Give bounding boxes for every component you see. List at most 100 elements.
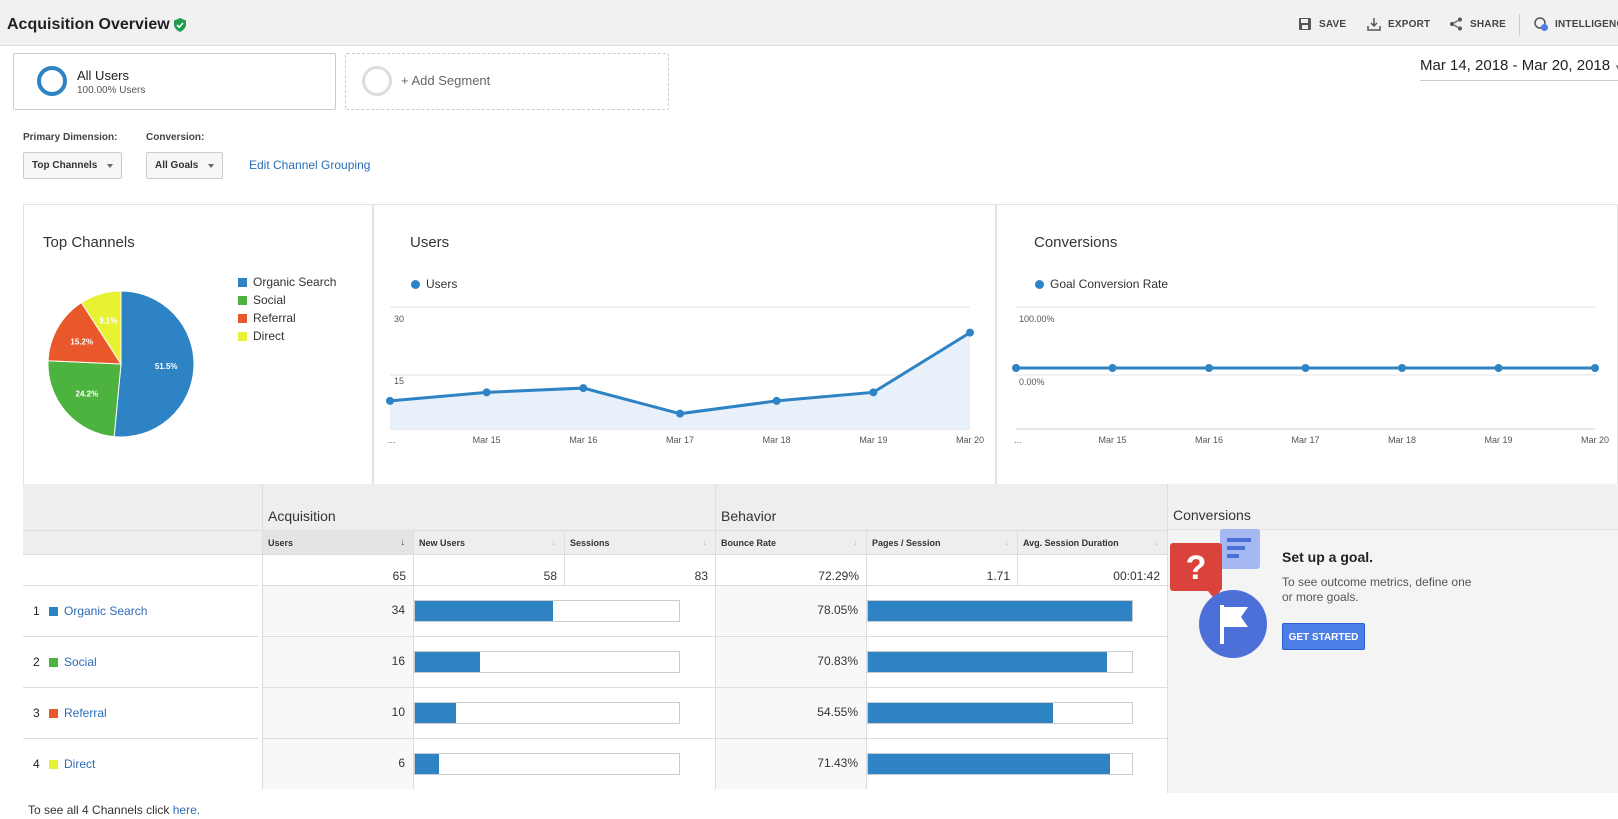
data-point [1301, 364, 1310, 372]
users-cell: 10 [262, 687, 413, 738]
legend-label: Goal Conversion Rate [1050, 277, 1169, 291]
col-sessions[interactable]: Sessions ↓ [564, 530, 715, 554]
pie-slice-label: 24.2% [76, 390, 99, 399]
users-cell: 34 [262, 585, 413, 636]
col-label: Pages / Session [872, 538, 941, 548]
share-label: SHARE [1470, 18, 1507, 30]
data-point [1012, 364, 1020, 372]
add-segment-button[interactable]: + Add Segment [345, 53, 669, 110]
data-point [966, 328, 974, 337]
x-tick-label: ... [388, 435, 396, 445]
caret-down-icon [208, 164, 214, 168]
save-button[interactable]: SAVE [1298, 17, 1346, 31]
bounce-bar-track [867, 753, 1133, 775]
legend-label: Users [426, 277, 458, 291]
table-row-label: 2 Social [23, 636, 259, 687]
bounce-rate-bar [868, 652, 1108, 672]
total-new-users: 58 [413, 554, 564, 585]
users-legend: Users [411, 277, 457, 291]
col-new-users[interactable]: New Users ↓ [413, 530, 564, 554]
pie-slice [47, 301, 122, 365]
bounce-bar-cell [866, 738, 1167, 789]
sort-icon: ↓ [1004, 537, 1010, 547]
organic-swatch [49, 606, 58, 616]
segment-ring-icon [37, 66, 67, 96]
sort-icon: ↓ [1154, 537, 1160, 547]
channel-link-organic-search[interactable]: Organic Search [64, 604, 148, 618]
users-bar-cell [413, 636, 715, 687]
users-bar-track [414, 702, 680, 724]
x-tick-label: Mar 20 [956, 435, 984, 445]
total-users: 65 [262, 554, 413, 585]
x-tick-label: Mar 19 [859, 435, 887, 445]
x-tick-label: Mar 17 [1291, 435, 1319, 445]
pie-slice [47, 360, 122, 438]
y-tick-label: 15 [394, 376, 404, 386]
users-bar-cell [413, 585, 715, 636]
legend-label: Direct [253, 329, 285, 343]
date-range-picker[interactable]: Mar 14, 2018 - Mar 20, 2018 ▼ [1420, 57, 1618, 81]
channel-link-direct[interactable]: Direct [64, 757, 96, 771]
share-button[interactable]: SHARE [1449, 17, 1506, 31]
bounce-bar-track [867, 651, 1133, 673]
col-pages-session[interactable]: Pages / Session ↓ [866, 530, 1017, 554]
data-point [1205, 364, 1213, 372]
row-number: 1 [33, 604, 40, 618]
edit-channel-grouping-link[interactable]: Edit Channel Grouping [249, 158, 371, 172]
x-tick-label: Mar 18 [1388, 435, 1416, 445]
save-label: SAVE [1319, 18, 1347, 30]
channels-table: Acquisition Behavior Users ↓ New Users ↓ S… [23, 484, 1618, 793]
users-cell: 16 [262, 636, 413, 687]
top-bar: Acquisition Overview SAVE EXPORT SHARE I… [0, 0, 1618, 46]
total-sessions: 83 [564, 554, 715, 585]
get-started-button[interactable]: GET STARTED [1282, 623, 1365, 650]
data-point [1108, 364, 1117, 372]
bounce-bar-track [867, 600, 1133, 622]
empty-segment-icon [362, 66, 392, 96]
legend-item-direct: Direct [238, 329, 284, 343]
bounce-bar-track [867, 702, 1133, 724]
direct-swatch [238, 331, 247, 341]
x-tick-label: Mar 16 [569, 435, 597, 445]
add-segment-label: + Add Segment [401, 73, 491, 88]
bounce-rate-bar [868, 601, 1132, 621]
y-tick-label: 30 [394, 314, 404, 324]
col-avg-session-duration[interactable]: Avg. Session Duration ↓ [1017, 530, 1167, 554]
segment-all-users[interactable]: All Users 100.00% Users [13, 53, 336, 110]
conversions-panel: Conversions Goal Conversion Rate ... Mar … [996, 204, 1618, 484]
intelligence-icon [1534, 17, 1548, 31]
conversion-dropdown[interactable]: All Goals [146, 152, 223, 179]
users-line-chart: ... Mar 15 Mar 16 Mar 17 Mar 18 Mar 19 Mar 20 3… [386, 306, 984, 445]
bounce-rate-cell: 54.55% [715, 687, 866, 738]
primary-dimension-dropdown[interactable]: Top Channels [23, 152, 122, 179]
panel-title: Top Channels [43, 234, 135, 251]
sort-desc-icon: ↓ [400, 537, 406, 547]
export-button[interactable]: EXPORT [1367, 17, 1430, 31]
users-bar-track [414, 600, 680, 622]
total-avg-duration: 00:01:42 [1017, 554, 1167, 585]
dimension-column-header [23, 530, 262, 554]
see-all-channels-link[interactable]: here. [172, 803, 201, 817]
col-bounce-rate[interactable]: Bounce Rate ↓ [715, 530, 866, 554]
total-pages-session: 1.71 [866, 554, 1017, 585]
conversion-rate-legend: Goal Conversion Rate [1035, 277, 1168, 291]
behavior-header: Behavior [715, 484, 1167, 530]
channel-link-social[interactable]: Social [64, 655, 97, 669]
social-swatch [238, 295, 247, 305]
users-bar [415, 652, 480, 672]
users-bar [415, 703, 456, 723]
legend-item-referral: Referral [238, 311, 296, 325]
intelligence-button[interactable]: INTELLIGENC [1534, 17, 1618, 31]
data-point [1494, 364, 1503, 372]
conversion-legend-dot [1035, 279, 1044, 289]
col-users[interactable]: Users ↓ [262, 530, 413, 554]
table-row-label: 1 Organic Search [23, 585, 259, 636]
channel-link-referral[interactable]: Referral [64, 706, 107, 720]
table-row-label: 3 Referral [23, 687, 259, 738]
primary-dimension-label: Primary Dimension: [23, 132, 118, 143]
bounce-rate-cell: 78.05% [715, 585, 866, 636]
svg-text:?: ? [1186, 549, 1207, 587]
verified-shield-icon [174, 18, 186, 32]
export-icon [1367, 18, 1381, 31]
page-title: Acquisition Overview [7, 16, 170, 33]
